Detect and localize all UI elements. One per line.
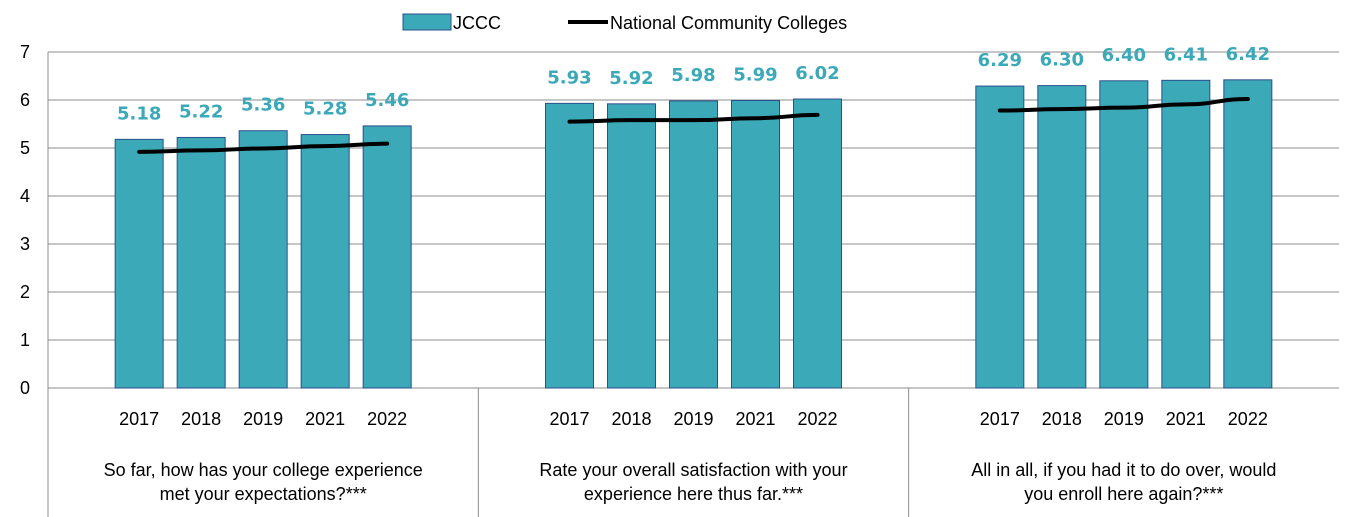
x-year-label: 2018 [1042, 409, 1082, 429]
data-label: 5.98 [671, 65, 715, 86]
data-label: 6.30 [1040, 50, 1084, 71]
bar-jccc [238, 130, 288, 389]
data-label: 5.28 [303, 99, 347, 120]
x-year-label: 2017 [980, 409, 1020, 429]
x-year-label: 2022 [367, 409, 407, 429]
bar-jccc [114, 138, 164, 389]
y-tick-label: 3 [20, 234, 30, 254]
data-label: 6.29 [978, 50, 1022, 71]
national-lines [137, 97, 1250, 154]
legend-label-national: National Community Colleges [610, 13, 847, 33]
x-year-label: 2021 [735, 409, 775, 429]
y-tick-label: 4 [20, 186, 30, 206]
legend: JCCC National Community Colleges [402, 13, 847, 33]
category-label: All in all, if you had it to do over, wo… [971, 460, 1276, 480]
bar-jccc [1161, 79, 1211, 389]
x-year-label: 2021 [1166, 409, 1206, 429]
y-tick-label: 0 [20, 378, 30, 398]
x-year-label: 2019 [243, 409, 283, 429]
x-year-label: 2018 [611, 409, 651, 429]
line-national [997, 97, 1250, 113]
bars [114, 79, 1273, 389]
bar-jccc [362, 125, 412, 389]
x-year-label: 2022 [1228, 409, 1268, 429]
category-label: experience here thus far.*** [584, 484, 803, 504]
line-national [137, 141, 390, 154]
data-label: 6.42 [1226, 44, 1270, 65]
x-year-label: 2021 [305, 409, 345, 429]
y-tick-label: 5 [20, 138, 30, 158]
bar-jccc [300, 134, 350, 389]
y-tick-label: 2 [20, 282, 30, 302]
legend-swatch-jccc [402, 13, 452, 31]
x-year-label: 2017 [119, 409, 159, 429]
bar-jccc [607, 103, 656, 389]
bar-jccc [1223, 79, 1273, 389]
category-label: Rate your overall satisfaction with your [539, 460, 847, 480]
data-label: 6.02 [795, 63, 839, 84]
data-label: 6.40 [1102, 45, 1146, 66]
x-year-label: 2019 [673, 409, 713, 429]
data-label: 5.18 [117, 103, 161, 124]
data-label: 6.41 [1164, 44, 1208, 65]
bar-jccc [731, 99, 780, 389]
category-label: So far, how has your college experience [104, 460, 423, 480]
bar-jccc [1037, 85, 1087, 389]
bar-jccc [669, 100, 718, 389]
bar-jccc [975, 85, 1025, 389]
bar-jccc [176, 136, 226, 389]
bar-jccc [545, 102, 594, 389]
data-label: 5.93 [547, 67, 591, 88]
y-tick-label: 1 [20, 330, 30, 350]
x-year-label: 2017 [549, 409, 589, 429]
data-label: 5.99 [733, 64, 777, 85]
line-national [567, 112, 820, 124]
x-year-label: 2019 [1104, 409, 1144, 429]
legend-label-jccc: JCCC [453, 13, 501, 33]
data-label: 5.46 [365, 90, 409, 111]
data-label: 5.36 [241, 95, 285, 116]
data-label: 5.92 [609, 68, 653, 89]
category-label: met your expectations?*** [160, 484, 367, 504]
y-tick-label: 7 [20, 42, 30, 62]
x-year-label: 2018 [181, 409, 221, 429]
bar-jccc [1099, 80, 1149, 389]
data-label: 5.22 [179, 101, 223, 122]
bar-jccc [793, 98, 842, 389]
x-year-label: 2022 [797, 409, 837, 429]
y-tick-label: 6 [20, 90, 30, 110]
category-label: you enroll here again?*** [1024, 484, 1223, 504]
data-labels: 5.18 5.22 5.36 5.28 5.46 5.93 5.92 5.98 5.99 6.02… [117, 44, 1270, 125]
